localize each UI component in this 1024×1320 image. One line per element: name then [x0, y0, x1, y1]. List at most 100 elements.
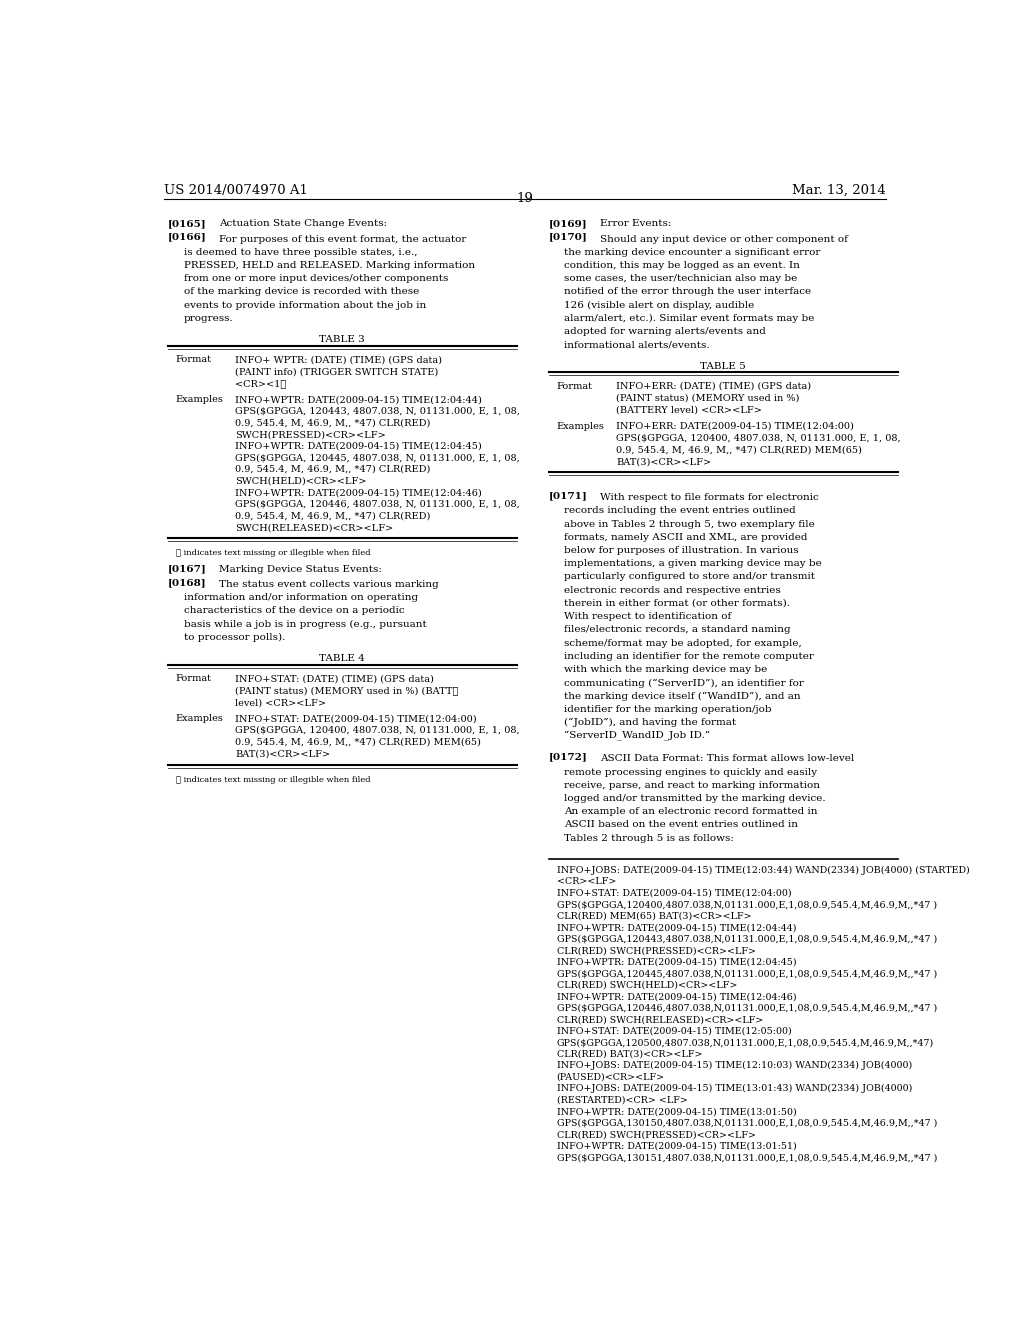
Text: communicating (“ServerID”), an identifier for: communicating (“ServerID”), an identifie…	[564, 678, 805, 688]
Text: US 2014/0074970 A1: US 2014/0074970 A1	[164, 183, 307, 197]
Text: Examples: Examples	[557, 421, 604, 430]
Text: Format: Format	[557, 381, 593, 391]
Text: Format: Format	[176, 675, 212, 684]
Text: files/electronic records, a standard naming: files/electronic records, a standard nam…	[564, 626, 792, 635]
Text: BAT(3)<CR><LF>: BAT(3)<CR><LF>	[236, 750, 331, 759]
Text: from one or more input devices/other components: from one or more input devices/other com…	[183, 275, 447, 284]
Text: An example of an electronic record formatted in: An example of an electronic record forma…	[564, 808, 818, 816]
Text: 19: 19	[516, 191, 534, 205]
Text: TABLE 3: TABLE 3	[319, 335, 366, 345]
Text: logged and/or transmitted by the marking device.: logged and/or transmitted by the marking…	[564, 795, 826, 803]
Text: characteristics of the device on a periodic: characteristics of the device on a perio…	[183, 606, 404, 615]
Text: GPS($GPGGA, 120400, 4807.038, N, 01131.000, E, 1, 08,: GPS($GPGGA, 120400, 4807.038, N, 01131.0…	[236, 726, 520, 735]
Text: TABLE 5: TABLE 5	[700, 362, 746, 371]
Text: INFO+JOBS: DATE(2009-04-15) TIME(12:03:44) WAND(2334) JOB(4000) (STARTED): INFO+JOBS: DATE(2009-04-15) TIME(12:03:4…	[557, 866, 970, 875]
Text: CLR(RED) SWCH(PRESSED)<CR><LF>: CLR(RED) SWCH(PRESSED)<CR><LF>	[557, 946, 756, 956]
Text: (BATTERY level) <CR><LF>: (BATTERY level) <CR><LF>	[616, 405, 762, 414]
Text: INFO+WPTR: DATE(2009-04-15) TIME(13:01:50): INFO+WPTR: DATE(2009-04-15) TIME(13:01:5…	[557, 1107, 797, 1117]
Text: scheme/format may be adopted, for example,: scheme/format may be adopted, for exampl…	[564, 639, 802, 648]
Text: Format: Format	[176, 355, 212, 364]
Text: is deemed to have three possible states, i.e.,: is deemed to have three possible states,…	[183, 248, 417, 257]
Text: GPS($GPGGA,120500,4807.038,N,01131.000,E,1,08,0.9,545.4,M,46.9,M,,*47): GPS($GPGGA,120500,4807.038,N,01131.000,E…	[557, 1038, 934, 1047]
Text: INFO+ERR: (DATE) (TIME) (GPS data): INFO+ERR: (DATE) (TIME) (GPS data)	[616, 381, 811, 391]
Text: TABLE 4: TABLE 4	[319, 655, 366, 663]
Text: records including the event entries outlined: records including the event entries outl…	[564, 507, 797, 515]
Text: INFO+ERR: DATE(2009-04-15) TIME(12:04:00): INFO+ERR: DATE(2009-04-15) TIME(12:04:00…	[616, 421, 854, 430]
Text: adopted for warning alerts/events and: adopted for warning alerts/events and	[564, 327, 766, 337]
Text: GPS($GPGGA,120446,4807.038,N,01131.000,E,1,08,0.9,545.4,M,46.9,M,,*47 ): GPS($GPGGA,120446,4807.038,N,01131.000,E…	[557, 1003, 937, 1012]
Text: CLR(RED) SWCH(HELD)<CR><LF>: CLR(RED) SWCH(HELD)<CR><LF>	[557, 981, 737, 990]
Text: Actuation State Change Events:: Actuation State Change Events:	[219, 219, 387, 228]
Text: <CR><1ⓘ: <CR><1ⓘ	[236, 379, 287, 388]
Text: With respect to file formats for electronic: With respect to file formats for electro…	[600, 494, 819, 502]
Text: identifier for the marking operation/job: identifier for the marking operation/job	[564, 705, 772, 714]
Text: condition, this may be logged as an event. In: condition, this may be logged as an even…	[564, 261, 801, 271]
Text: SWCH(PRESSED)<CR><LF>: SWCH(PRESSED)<CR><LF>	[236, 430, 386, 440]
Text: PRESSED, HELD and RELEASED. Marking information: PRESSED, HELD and RELEASED. Marking info…	[183, 261, 475, 271]
Text: (“JobID”), and having the format: (“JobID”), and having the format	[564, 718, 736, 727]
Text: (RESTARTED)<CR> <LF>: (RESTARTED)<CR> <LF>	[557, 1096, 687, 1105]
Text: CLR(RED) BAT(3)<CR><LF>: CLR(RED) BAT(3)<CR><LF>	[557, 1049, 702, 1059]
Text: INFO+STAT: DATE(2009-04-15) TIME(12:04:00): INFO+STAT: DATE(2009-04-15) TIME(12:04:0…	[557, 888, 792, 898]
Text: [0165]: [0165]	[168, 219, 206, 228]
Text: notified of the error through the user interface: notified of the error through the user i…	[564, 288, 812, 297]
Text: of the marking device is recorded with these: of the marking device is recorded with t…	[183, 288, 419, 297]
Text: implementations, a given marking device may be: implementations, a given marking device …	[564, 560, 822, 569]
Text: progress.: progress.	[183, 314, 233, 323]
Text: 0.9, 545.4, M, 46.9, M,, *47) CLR(RED) MEM(65): 0.9, 545.4, M, 46.9, M,, *47) CLR(RED) M…	[236, 738, 481, 747]
Text: BAT(3)<CR><LF>: BAT(3)<CR><LF>	[616, 457, 712, 466]
Text: electronic records and respective entries: electronic records and respective entrie…	[564, 586, 781, 595]
Text: 0.9, 545.4, M, 46.9, M,, *47) CLR(RED) MEM(65): 0.9, 545.4, M, 46.9, M,, *47) CLR(RED) M…	[616, 445, 862, 454]
Text: ⓘ indicates text missing or illegible when filed: ⓘ indicates text missing or illegible wh…	[176, 776, 371, 784]
Text: CLR(RED) SWCH(RELEASED)<CR><LF>: CLR(RED) SWCH(RELEASED)<CR><LF>	[557, 1015, 763, 1024]
Text: Should any input device or other component of: Should any input device or other compone…	[600, 235, 848, 244]
Text: 0.9, 545.4, M, 46.9, M,, *47) CLR(RED): 0.9, 545.4, M, 46.9, M,, *47) CLR(RED)	[236, 418, 430, 428]
Text: alarm/alert, etc.). Similar event formats may be: alarm/alert, etc.). Similar event format…	[564, 314, 815, 323]
Text: (PAINT info) (TRIGGER SWITCH STATE): (PAINT info) (TRIGGER SWITCH STATE)	[236, 367, 438, 376]
Text: ASCII Data Format: This format allows low-level: ASCII Data Format: This format allows lo…	[600, 755, 854, 763]
Text: Examples: Examples	[176, 714, 223, 723]
Text: GPS($GPGGA,130150,4807.038,N,01131.000,E,1,08,0.9,545.4,M,46.9,M,,*47 ): GPS($GPGGA,130150,4807.038,N,01131.000,E…	[557, 1118, 937, 1127]
Text: INFO+WPTR: DATE(2009-04-15) TIME(12:04:45): INFO+WPTR: DATE(2009-04-15) TIME(12:04:4…	[557, 958, 797, 966]
Text: Tables 2 through 5 is as follows:: Tables 2 through 5 is as follows:	[564, 834, 734, 842]
Text: INFO+ WPTR: (DATE) (TIME) (GPS data): INFO+ WPTR: (DATE) (TIME) (GPS data)	[236, 355, 442, 364]
Text: below for purposes of illustration. In various: below for purposes of illustration. In v…	[564, 546, 799, 554]
Text: the marking device itself (“WandID”), and an: the marking device itself (“WandID”), an…	[564, 692, 801, 701]
Text: GPS($GPGGA, 120443, 4807.038, N, 01131.000, E, 1, 08,: GPS($GPGGA, 120443, 4807.038, N, 01131.0…	[236, 407, 520, 416]
Text: [0172]: [0172]	[549, 752, 588, 762]
Text: CLR(RED) SWCH(PRESSED)<CR><LF>: CLR(RED) SWCH(PRESSED)<CR><LF>	[557, 1130, 756, 1139]
Text: Error Events:: Error Events:	[600, 219, 672, 228]
Text: GPS($GPGGA, 120445, 4807.038, N, 01131.000, E, 1, 08,: GPS($GPGGA, 120445, 4807.038, N, 01131.0…	[236, 453, 520, 462]
Text: INFO+STAT: DATE(2009-04-15) TIME(12:04:00): INFO+STAT: DATE(2009-04-15) TIME(12:04:0…	[236, 714, 477, 723]
Text: the marking device encounter a significant error: the marking device encounter a significa…	[564, 248, 821, 257]
Text: INFO+WPTR: DATE(2009-04-15) TIME(12:04:45): INFO+WPTR: DATE(2009-04-15) TIME(12:04:4…	[236, 442, 482, 450]
Text: (PAINT status) (MEMORY used in %): (PAINT status) (MEMORY used in %)	[616, 393, 800, 403]
Text: above in Tables 2 through 5, two exemplary file: above in Tables 2 through 5, two exempla…	[564, 520, 815, 528]
Text: INFO+STAT: DATE(2009-04-15) TIME(12:05:00): INFO+STAT: DATE(2009-04-15) TIME(12:05:0…	[557, 1027, 792, 1036]
Text: GPS($GPGGA, 120446, 4807.038, N, 01131.000, E, 1, 08,: GPS($GPGGA, 120446, 4807.038, N, 01131.0…	[236, 500, 520, 510]
Text: INFO+JOBS: DATE(2009-04-15) TIME(13:01:43) WAND(2334) JOB(4000): INFO+JOBS: DATE(2009-04-15) TIME(13:01:4…	[557, 1084, 912, 1093]
Text: informational alerts/events.: informational alerts/events.	[564, 341, 710, 350]
Text: GPS($GPGGA, 120400, 4807.038, N, 01131.000, E, 1, 08,: GPS($GPGGA, 120400, 4807.038, N, 01131.0…	[616, 433, 901, 442]
Text: [0166]: [0166]	[168, 232, 207, 242]
Text: For purposes of this event format, the actuator: For purposes of this event format, the a…	[219, 235, 467, 244]
Text: including an identifier for the remote computer: including an identifier for the remote c…	[564, 652, 814, 661]
Text: information and/or information on operating: information and/or information on operat…	[183, 593, 418, 602]
Text: 0.9, 545.4, M, 46.9, M,, *47) CLR(RED): 0.9, 545.4, M, 46.9, M,, *47) CLR(RED)	[236, 465, 430, 474]
Text: receive, parse, and react to marking information: receive, parse, and react to marking inf…	[564, 781, 820, 789]
Text: [0167]: [0167]	[168, 565, 207, 574]
Text: 0.9, 545.4, M, 46.9, M,, *47) CLR(RED): 0.9, 545.4, M, 46.9, M,, *47) CLR(RED)	[236, 511, 430, 520]
Text: [0170]: [0170]	[549, 232, 588, 242]
Text: basis while a job is in progress (e.g., pursuant: basis while a job is in progress (e.g., …	[183, 619, 426, 628]
Text: “ServerID_WandID_Job ID.”: “ServerID_WandID_Job ID.”	[564, 731, 711, 741]
Text: SWCH(RELEASED)<CR><LF>: SWCH(RELEASED)<CR><LF>	[236, 523, 393, 532]
Text: GPS($GPGGA,120445,4807.038,N,01131.000,E,1,08,0.9,545.4,M,46.9,M,,*47 ): GPS($GPGGA,120445,4807.038,N,01131.000,E…	[557, 969, 937, 978]
Text: GPS($GPGGA,120400,4807.038,N,01131.000,E,1,08,0.9,545.4,M,46.9,M,,*47 ): GPS($GPGGA,120400,4807.038,N,01131.000,E…	[557, 900, 937, 909]
Text: CLR(RED) MEM(65) BAT(3)<CR><LF>: CLR(RED) MEM(65) BAT(3)<CR><LF>	[557, 912, 752, 920]
Text: with which the marking device may be: with which the marking device may be	[564, 665, 768, 675]
Text: remote processing engines to quickly and easily: remote processing engines to quickly and…	[564, 768, 817, 776]
Text: [0168]: [0168]	[168, 578, 206, 587]
Text: 126 (visible alert on display, audible: 126 (visible alert on display, audible	[564, 301, 755, 310]
Text: Marking Device Status Events:: Marking Device Status Events:	[219, 565, 382, 574]
Text: Mar. 13, 2014: Mar. 13, 2014	[793, 183, 886, 197]
